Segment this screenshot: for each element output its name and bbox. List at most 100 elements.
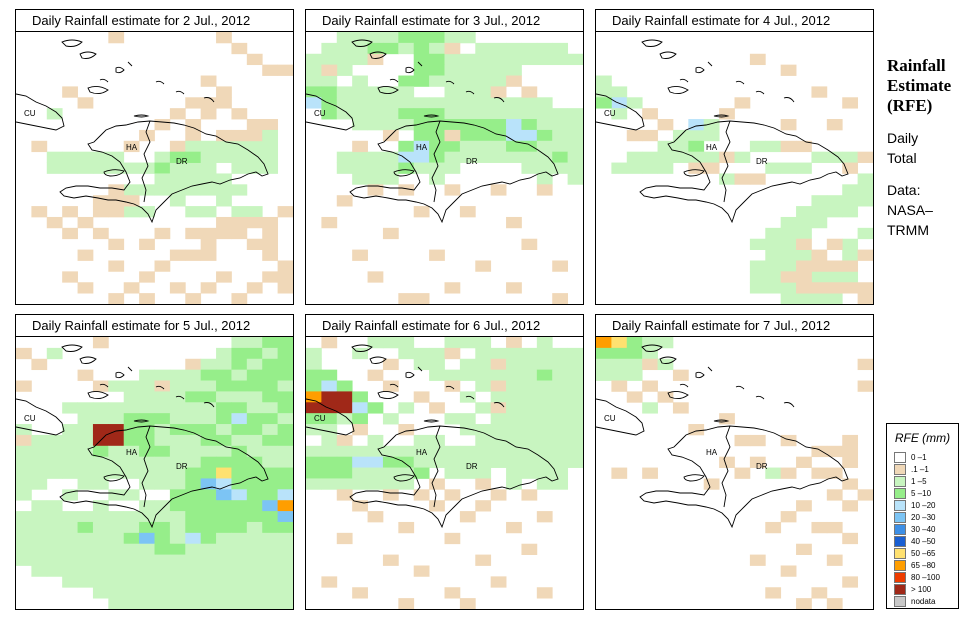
rainfall-cell — [826, 293, 843, 304]
rainfall-cell — [262, 162, 279, 174]
rainfall-cell — [521, 53, 538, 66]
rainfall-cell — [444, 184, 461, 196]
rainfall-cell — [475, 119, 492, 131]
rainfall-cell — [216, 32, 232, 44]
rainfall-cell — [16, 424, 32, 436]
rainfall-cell — [567, 151, 583, 163]
rainfall-cell — [262, 532, 279, 545]
rainfall-cell — [336, 53, 353, 66]
rainfall-cell — [429, 151, 445, 163]
rainfall-cell — [216, 543, 232, 555]
rainfall-cell — [796, 500, 812, 512]
rainfall-cell — [123, 489, 140, 501]
rainfall-cell — [62, 151, 78, 163]
rainfall-cell — [413, 467, 430, 479]
rainfall-cell — [521, 358, 538, 371]
rainfall-cell — [216, 391, 232, 403]
rainfall-cell — [826, 554, 843, 566]
rainfall-cell — [262, 151, 279, 163]
rainfall-cell — [139, 543, 155, 555]
rainfall-cell — [108, 434, 125, 447]
rainfall-cell — [398, 75, 415, 87]
rainfall-cell — [139, 500, 155, 512]
rainfall-cell — [231, 129, 248, 142]
island-outline — [155, 385, 165, 390]
rainfall-cell — [92, 424, 109, 436]
rainfall-cell — [277, 413, 293, 425]
rainfall-cell — [62, 565, 78, 577]
country-label-ha: HA — [706, 448, 718, 457]
rainfall-cell — [123, 532, 140, 545]
rainfall-cell — [139, 445, 155, 458]
rainfall-cell — [536, 173, 553, 185]
rainfall-cell — [490, 402, 507, 414]
rainfall-cell — [154, 413, 171, 425]
rainfall-cell — [185, 358, 202, 371]
rainfall-cell — [413, 391, 430, 403]
rainfall-cell — [811, 151, 828, 163]
rainfall-cell — [536, 151, 553, 163]
rainfall-cell — [336, 532, 353, 545]
rainfall-cell — [796, 216, 812, 229]
rainfall-cell — [169, 195, 186, 207]
rainfall-cell — [552, 42, 569, 55]
rainfall-cell — [552, 53, 569, 66]
rainfall-cell — [444, 108, 461, 120]
rainfall-cell — [567, 445, 583, 458]
rainfall-cell — [77, 565, 94, 577]
rainfall-cell — [216, 413, 232, 425]
rainfall-cell — [506, 358, 522, 371]
rainfall-cell — [826, 195, 843, 207]
rainfall-cell — [154, 424, 171, 436]
rainfall-cell — [169, 565, 186, 577]
rainfall-cell — [200, 227, 217, 240]
rainfall-cell — [92, 467, 109, 479]
rainfall-cell — [398, 347, 415, 360]
legend-label: 40 –50 — [911, 537, 936, 546]
rainfall-cell — [262, 129, 279, 142]
rainfall-cell — [352, 108, 368, 120]
island-outline — [369, 51, 387, 59]
rainfall-cell — [92, 162, 109, 174]
rainfall-cell — [154, 369, 171, 381]
rainfall-cell — [321, 576, 338, 588]
rainfall-cell — [567, 347, 583, 360]
gonave-island-outline — [393, 474, 415, 482]
rainfall-cell — [262, 478, 279, 490]
rainfall-cell — [246, 456, 263, 468]
rainfall-cell — [306, 97, 322, 109]
rainfall-cell — [306, 75, 322, 87]
rainfall-cell — [429, 140, 445, 153]
rainfall-cell — [811, 216, 828, 229]
country-label-ha: HA — [416, 448, 428, 457]
rainfall-cell — [231, 445, 248, 458]
rainfall-cell — [567, 140, 583, 153]
rainfall-cell — [200, 97, 217, 109]
rainfall-cell — [780, 434, 797, 447]
rainfall-cell — [46, 151, 63, 163]
rainfall-cell — [336, 86, 353, 98]
rainfall-cell — [169, 140, 186, 153]
rainfall-cell — [169, 500, 186, 512]
rainfall-cell — [796, 260, 812, 272]
rainfall-cell — [352, 249, 368, 261]
rainfall-cell — [611, 347, 628, 360]
rainfall-cell — [231, 162, 248, 174]
rainfall-cell — [139, 554, 155, 566]
rainfall-cell — [77, 434, 94, 447]
rainfall-cell — [475, 554, 492, 566]
rainfall-cell — [231, 478, 248, 490]
island-outline — [369, 356, 387, 364]
rainfall-cell — [475, 108, 492, 120]
rainfall-cell — [185, 500, 202, 512]
rainfall-cell — [154, 402, 171, 414]
rainfall-cell — [246, 478, 263, 490]
rainfall-cell — [108, 521, 125, 534]
rainfall-cell — [521, 391, 538, 403]
gonave-island-outline — [103, 169, 125, 177]
island-outline — [127, 366, 133, 372]
rainfall-cell — [185, 554, 202, 566]
rainfall-cell — [475, 478, 492, 490]
rainfall-cell — [413, 293, 430, 304]
rainfall-cell — [185, 151, 202, 163]
